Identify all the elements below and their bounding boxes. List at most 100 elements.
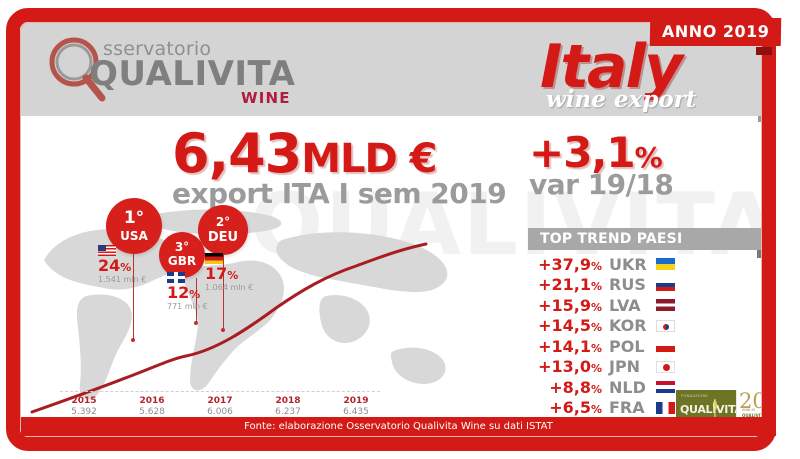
trend-pct-unit: % — [590, 300, 602, 314]
qualivita-20-anniversary-badge: 20 ANNI DI QUALIVITA — [736, 389, 770, 420]
magnifying-glass-icon — [49, 37, 106, 102]
trend-pct-unit: % — [590, 259, 602, 273]
qualivita-20-sub1: ANNI DI — [742, 408, 756, 412]
trend-pct-unit: % — [590, 403, 602, 417]
country-pct-gbr-number: 12 — [167, 283, 190, 302]
logo-wine-text: WINE — [241, 89, 291, 107]
trend-panel-title: TOP TREND PAESI (2019/2018) — [528, 228, 776, 269]
country-abs-gbr: 771 mln € — [167, 301, 208, 311]
trend-row: +21,1% RUS — [528, 275, 748, 296]
country-abs-usa: 1.541 mln € — [98, 274, 147, 284]
timeline-item: 2018 6.237 — [264, 396, 312, 417]
trend-pct-number: +15,9 — [538, 295, 591, 315]
trend-country-code: LVA — [609, 295, 641, 315]
trend-row: +13,0% JPN — [528, 357, 748, 378]
trend-pct-unit: % — [590, 382, 602, 396]
kpi-main: 6,43MLD € export ITA I sem 2019 — [172, 122, 507, 210]
timeline-value: 5.392 — [71, 407, 97, 417]
flag-deu-icon — [205, 253, 223, 264]
trend-row: +37,9% UKR — [528, 254, 748, 275]
flag-pol-icon — [656, 340, 675, 353]
trend-pct-unit: % — [590, 280, 602, 294]
timeline-value: 6.435 — [343, 407, 369, 417]
trend-pct-number: +14,5 — [538, 316, 591, 336]
timeline-item: 2015 5.392 — [60, 396, 108, 417]
kpi-var-unit: % — [634, 141, 663, 174]
trend-pct-unit: % — [590, 341, 602, 355]
trend-pct-number: +6,5 — [549, 398, 591, 418]
kpi-main-number: 6,43 — [172, 122, 302, 185]
country-rank-usa: 1° — [123, 208, 145, 228]
country-pct-gbr: 12% — [167, 283, 208, 302]
trend-row: +14,5% KOR — [528, 316, 748, 337]
country-code-deu: DEU — [207, 230, 239, 245]
country-rank-gbr: 3° — [174, 240, 190, 254]
timeline-item: 2019 6.435 — [332, 396, 380, 417]
kpi-var-number: +3,1 — [529, 128, 636, 177]
qualivita-20-logo: FONDAZIONE QUALIVITA 20 ANNI DI QUALIVIT… — [676, 389, 770, 420]
trend-pct: +8,8% — [528, 378, 602, 397]
trend-panel-list: +37,9% UKR +21,1% RUS +15,9% LVA +14,5% … — [528, 254, 748, 418]
trend-pct-number: +21,1 — [538, 275, 591, 295]
trend-pct: +14,1% — [528, 337, 602, 356]
country-pct-usa-number: 24 — [98, 256, 121, 275]
trend-pct-number: +8,8 — [549, 377, 591, 397]
country-pct-usa: 24% — [98, 256, 146, 275]
kpi-main-label: export ITA I sem 2019 — [172, 177, 507, 210]
trend-pct-unit: % — [590, 321, 602, 335]
flag-nld-icon — [656, 381, 675, 394]
trend-pct-unit: % — [590, 362, 602, 376]
trend-pct-number: +13,0 — [538, 357, 591, 377]
country-value-deu: 17% 1.064 mln € — [205, 253, 253, 292]
country-pct-usa-unit: % — [120, 261, 132, 274]
trend-country-code: POL — [609, 336, 645, 356]
trend-country-code: FRA — [609, 398, 645, 418]
trend-header-fold — [757, 250, 774, 258]
country-pct-gbr-unit: % — [189, 288, 201, 301]
stem-dot-usa — [131, 338, 135, 342]
kpi-main-value: 6,43MLD € — [172, 122, 506, 185]
timeline-value: 6.006 — [207, 407, 233, 417]
trend-pct: +6,5% — [528, 398, 602, 417]
timeline-year: 2015 — [71, 396, 97, 406]
country-bubble-usa: 1° USA — [106, 198, 162, 254]
trend-pct: +21,1% — [528, 275, 602, 294]
timeline-value: 6.237 — [275, 407, 301, 417]
export-trend-line — [30, 242, 428, 414]
flag-kor-icon — [656, 319, 675, 332]
timeline-year: 2016 — [139, 396, 165, 406]
trend-country-code: RUS — [609, 275, 646, 295]
timeline-item: 2016 5.628 — [128, 396, 176, 417]
trend-row: +15,9% LVA — [528, 295, 748, 316]
qualivita-20-name: QUALIVITA — [680, 403, 743, 416]
country-abs-deu: 1.064 mln € — [205, 282, 254, 292]
flag-lva-icon — [656, 299, 675, 312]
qualivita-20-top-text: FONDAZIONE — [681, 394, 709, 398]
wheat-icon — [712, 399, 718, 417]
flag-usa-icon — [98, 245, 116, 256]
timeline-value: 5.628 — [139, 407, 165, 417]
stem-gbr — [196, 278, 197, 323]
qualivita-20-sub2: QUALIVITA — [742, 413, 766, 418]
kpi-main-unit: MLD € — [301, 136, 437, 182]
logo-osservatorio-text: sservatorio — [103, 38, 212, 60]
country-pct-deu: 17% — [205, 264, 253, 283]
trend-pct-number: +37,9 — [538, 254, 591, 274]
trend-country-code: UKR — [609, 254, 647, 274]
kpi-var-label: var 19/18 — [529, 168, 674, 201]
country-pct-deu-number: 17 — [205, 264, 228, 283]
timeline-year: 2017 — [207, 396, 233, 406]
trend-country-code: KOR — [609, 316, 647, 336]
flag-fra-icon — [656, 401, 675, 414]
trend-pct: +37,9% — [528, 255, 602, 274]
source-footer: Fonte: elaborazione Osservatorio Qualivi… — [21, 417, 776, 436]
country-code-gbr: GBR — [167, 254, 197, 268]
trend-pct-number: +14,1 — [538, 336, 591, 356]
trend-pct: +14,5% — [528, 316, 602, 335]
trend-row: +8,8% NLD — [528, 377, 748, 398]
timeline-year: 2019 — [343, 396, 369, 406]
stem-deu — [223, 255, 224, 330]
stem-dot-deu — [221, 328, 225, 332]
country-rank-deu: 2° — [215, 215, 231, 229]
